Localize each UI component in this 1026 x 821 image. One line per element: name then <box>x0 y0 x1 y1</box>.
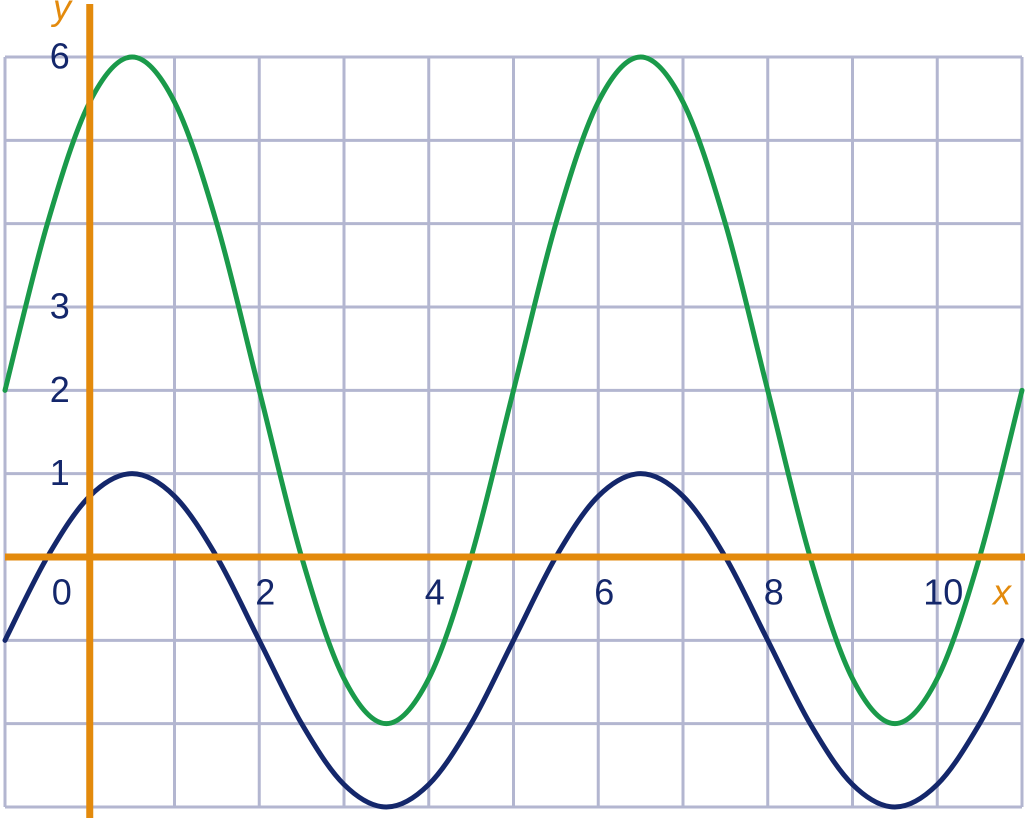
x-tick-label: 10 <box>923 572 963 613</box>
x-tick-label: 6 <box>594 572 614 613</box>
y-tick-label: 1 <box>50 452 70 493</box>
y-tick-label: 3 <box>50 286 70 327</box>
x-tick-label: 8 <box>764 572 784 613</box>
curves <box>2 54 1025 810</box>
y-tick-label: 6 <box>50 36 70 77</box>
y-tick-label: 2 <box>50 369 70 410</box>
curve <box>2 471 1025 810</box>
curve <box>2 54 1025 727</box>
y-axis-label: y <box>50 0 73 28</box>
x-tick-label: 0 <box>52 572 72 613</box>
grid <box>3 55 1024 809</box>
x-tick-label: 2 <box>255 572 275 613</box>
axes <box>5 4 1025 818</box>
x-axis-label: x <box>991 572 1013 613</box>
x-tick-label: 4 <box>425 572 445 613</box>
